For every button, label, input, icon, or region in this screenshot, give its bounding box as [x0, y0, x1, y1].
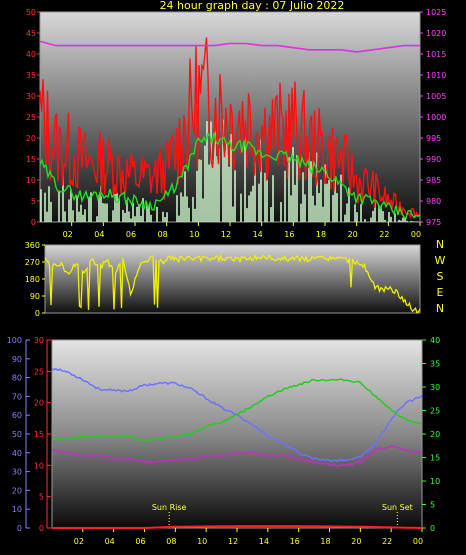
direction-tick-label: 360 — [25, 241, 40, 250]
solar-line — [52, 525, 422, 529]
direction-tick-label: 0 — [35, 309, 40, 318]
temp-inner-tick-label: 0 — [39, 524, 44, 533]
temp-inner-tick-label: 15 — [34, 430, 44, 439]
climate-x-tick-label: 02 — [74, 537, 84, 546]
climate-x-tick-label: 08 — [166, 537, 176, 546]
wind-left-tick-label: 20 — [26, 134, 36, 143]
temp-right-tick-label: 10 — [430, 477, 440, 486]
wind-left-tick-label: 40 — [26, 50, 36, 59]
pressure-right-tick-label: 985 — [426, 176, 441, 185]
climate-x-tick-label: 14 — [259, 537, 269, 546]
pressure-right-tick-label: 980 — [426, 197, 441, 206]
temp-right-tick-label: 20 — [430, 430, 440, 439]
compass-label: N — [436, 302, 444, 315]
wind-direction-line — [44, 253, 421, 314]
wind-x-tick-label: 18 — [316, 230, 326, 239]
pressure-right-tick-label: 1015 — [426, 50, 446, 59]
climate-x-tick-label: 06 — [135, 537, 145, 546]
temperature-humidity-panel: 0102030405060708090100051015202530051015… — [7, 336, 440, 546]
direction-tick-label: 270 — [25, 258, 40, 267]
temp-right-tick-label: 30 — [430, 383, 440, 392]
sunset-label: Sun Set — [382, 503, 413, 512]
wind-x-tick-label: 06 — [126, 230, 136, 239]
wind-x-tick-label: 22 — [379, 230, 389, 239]
temp-inner-tick-label: 30 — [34, 336, 44, 345]
climate-x-tick-label: 16 — [290, 537, 300, 546]
pressure-right-tick-label: 1005 — [426, 92, 446, 101]
humidity-tick-label: 60 — [12, 411, 22, 420]
direction-tick-label: 180 — [25, 275, 40, 284]
compass-label: N — [436, 238, 444, 251]
dewpoint-line — [51, 445, 423, 468]
temp-right-tick-label: 35 — [430, 360, 440, 369]
sunrise-label: Sun Rise — [152, 503, 187, 512]
pressure-right-tick-label: 1000 — [426, 113, 446, 122]
wind-x-tick-label: 02 — [63, 230, 73, 239]
wind-left-tick-label: 25 — [26, 113, 36, 122]
humidity-tick-label: 30 — [12, 468, 22, 477]
temp-inner-tick-label: 20 — [34, 399, 44, 408]
wind-x-tick-label: 12 — [221, 230, 231, 239]
climate-x-tick-label: 22 — [382, 537, 392, 546]
temp-right-tick-label: 0 — [430, 524, 435, 533]
temp-inner-tick-label: 25 — [34, 367, 44, 376]
climate-x-tick-label: 12 — [228, 537, 238, 546]
wind-x-tick-label: 14 — [253, 230, 263, 239]
wind-x-tick-label: 10 — [189, 230, 199, 239]
pressure-line — [39, 40, 420, 53]
direction-plot-area — [44, 244, 421, 314]
wind-left-tick-label: 50 — [26, 8, 36, 17]
humidity-tick-label: 80 — [12, 374, 22, 383]
climate-x-tick-label: 10 — [197, 537, 207, 546]
compass-label: W — [435, 254, 446, 267]
climate-x-tick-label: 04 — [105, 537, 115, 546]
humidity-tick-label: 70 — [12, 392, 22, 401]
pressure-right-tick-label: 1010 — [426, 71, 446, 80]
temp-inner-tick-label: 5 — [39, 493, 44, 502]
humidity-tick-label: 10 — [12, 505, 22, 514]
climate-plot-area — [51, 339, 423, 529]
pressure-right-tick-label: 1025 — [426, 8, 446, 17]
compass-label: E — [437, 286, 444, 299]
temp-right-tick-label: 5 — [430, 501, 435, 510]
humidity-tick-label: 40 — [12, 449, 22, 458]
wind-x-tick-label: 20 — [348, 230, 358, 239]
wind-left-tick-label: 15 — [26, 155, 36, 164]
pressure-right-tick-label: 990 — [426, 155, 441, 164]
temp-right-tick-label: 25 — [430, 407, 440, 416]
temp-inner-tick-label: 10 — [34, 461, 44, 470]
temp-right-tick-label: 15 — [430, 454, 440, 463]
climate-x-tick-label: 00 — [413, 537, 423, 546]
humidity-tick-label: 50 — [12, 430, 22, 439]
wind-left-tick-label: 35 — [26, 71, 36, 80]
temp-right-tick-label: 40 — [430, 336, 440, 345]
wind-gust-line — [39, 37, 420, 220]
wind-x-tick-label: 08 — [158, 230, 168, 239]
humidity-tick-label: 100 — [7, 336, 22, 345]
pressure-right-tick-label: 995 — [426, 134, 441, 143]
humidity-tick-label: 20 — [12, 486, 22, 495]
pressure-right-tick-label: 975 — [426, 218, 441, 227]
wind-left-tick-label: 0 — [31, 218, 36, 227]
wind-x-tick-label: 16 — [284, 230, 294, 239]
wind-left-tick-label: 45 — [26, 29, 36, 38]
direction-tick-label: 90 — [30, 292, 40, 301]
wind-x-tick-label: 04 — [94, 230, 104, 239]
wind-left-tick-label: 10 — [26, 176, 36, 185]
wind-pressure-panel: 0510152025303540455097598098599099510001… — [26, 8, 447, 239]
wind-avg-line — [39, 131, 421, 220]
wind-left-tick-label: 5 — [31, 197, 36, 206]
humidity-tick-label: 90 — [12, 355, 22, 364]
wind-left-tick-label: 30 — [26, 92, 36, 101]
climate-x-tick-label: 18 — [320, 537, 330, 546]
chart-title: 24 hour graph day : 07 Julio 2022 — [160, 0, 345, 12]
pressure-right-tick-label: 1020 — [426, 29, 446, 38]
wind-x-tick-label: 00 — [411, 230, 421, 239]
humidity-tick-label: 0 — [17, 524, 22, 533]
compass-label: S — [437, 270, 444, 283]
climate-x-tick-label: 20 — [351, 537, 361, 546]
temperature-line — [51, 378, 423, 443]
